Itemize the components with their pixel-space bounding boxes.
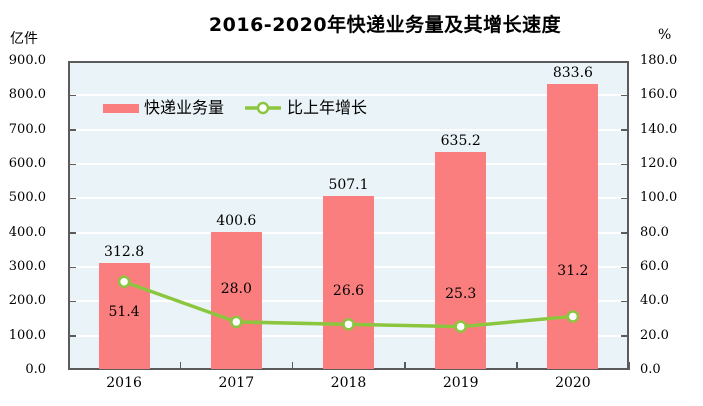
legend-item-bar: 快递业务量 (103, 99, 224, 117)
left-axis-tick (70, 129, 76, 131)
right-axis-tick (621, 197, 627, 200)
y-axis-label-right: 60.0 (640, 259, 669, 274)
bar-value-label: 635.2 (440, 132, 481, 149)
left-axis-tick (70, 94, 76, 97)
y-axis-label-left: 100.0 (8, 327, 46, 343)
y-axis-label-left: 0.0 (25, 362, 46, 377)
right-axis-tick (621, 163, 627, 165)
bar-value-label: 312.8 (104, 243, 145, 260)
right-axis-tick (621, 335, 627, 337)
right-axis-unit: % (658, 27, 672, 43)
bar (435, 151, 487, 369)
x-axis-tick (291, 362, 294, 370)
gridline (70, 128, 627, 131)
line-value-label: 25.3 (445, 285, 477, 302)
y-axis-label-right: 140.0 (640, 121, 678, 137)
y-axis-label-left: 900.0 (8, 53, 46, 68)
y-axis-label-right: 180.0 (640, 53, 678, 68)
y-axis-label-right: 100.0 (640, 190, 678, 206)
right-axis-tick (621, 232, 627, 234)
y-axis-label-left: 300.0 (8, 259, 46, 274)
line-legend-label: 比上年增长 (287, 98, 368, 117)
legend-item-line: 比上年增长 (244, 99, 367, 117)
line-value-label: 26.6 (332, 283, 365, 300)
x-axis-label: 2019 (442, 375, 479, 391)
left-axis-tick (70, 163, 76, 165)
y-axis-label-right: 0.0 (640, 362, 661, 377)
x-axis-tick (179, 362, 182, 370)
y-axis-label-right: 80.0 (640, 224, 669, 240)
y-axis-label-left: 200.0 (8, 293, 46, 309)
legend: 快递业务量 比上年增长 (103, 99, 367, 117)
right-axis-tick (621, 266, 627, 268)
line-value-label: 51.4 (108, 303, 140, 320)
x-axis-label: 2020 (555, 375, 591, 391)
left-axis-tick (70, 300, 76, 303)
x-axis-tick (516, 362, 518, 370)
y-axis-label-right: 160.0 (640, 87, 678, 103)
x-axis-label: 2016 (106, 375, 142, 391)
left-axis-tick (70, 232, 76, 234)
right-axis-tick (621, 129, 627, 131)
right-axis-tick (621, 300, 627, 303)
bar-value-label: 833.6 (552, 64, 593, 81)
y-axis-label-right: 20.0 (640, 327, 669, 343)
line-value-label: 28.0 (220, 280, 252, 297)
y-axis-label-left: 400.0 (8, 224, 46, 240)
bar (547, 83, 599, 369)
bar-legend-swatch-icon (103, 103, 139, 113)
y-axis-label-right: 40.0 (640, 293, 669, 309)
right-axis-tick (621, 94, 627, 97)
bar-value-label: 400.6 (216, 213, 257, 230)
line-value-label: 31.2 (557, 263, 589, 280)
y-axis-label-left: 500.0 (8, 190, 46, 206)
y-axis-label-left: 700.0 (8, 121, 46, 137)
x-axis-tick (628, 362, 630, 370)
x-axis-label: 2018 (330, 375, 367, 391)
gridline (70, 163, 627, 165)
gridline (70, 94, 627, 97)
x-axis-tick (404, 362, 406, 370)
y-axis-label-left: 800.0 (8, 87, 46, 103)
left-axis-tick (70, 266, 76, 268)
bar (210, 232, 262, 369)
bar-value-label: 507.1 (328, 176, 369, 193)
chart-title: 2016-2020年快递业务量及其增长速度 (208, 14, 562, 36)
left-axis-unit: 亿件 (10, 31, 38, 47)
y-axis-label-right: 120.0 (640, 156, 678, 171)
x-axis-label: 2017 (218, 375, 255, 391)
left-axis-tick (70, 335, 76, 337)
y-axis-label-left: 600.0 (8, 156, 46, 171)
line-legend-swatch-icon (245, 101, 282, 115)
bar-legend-label: 快递业务量 (144, 98, 225, 117)
x-axis-tick (67, 362, 69, 370)
left-axis-tick (70, 197, 76, 200)
